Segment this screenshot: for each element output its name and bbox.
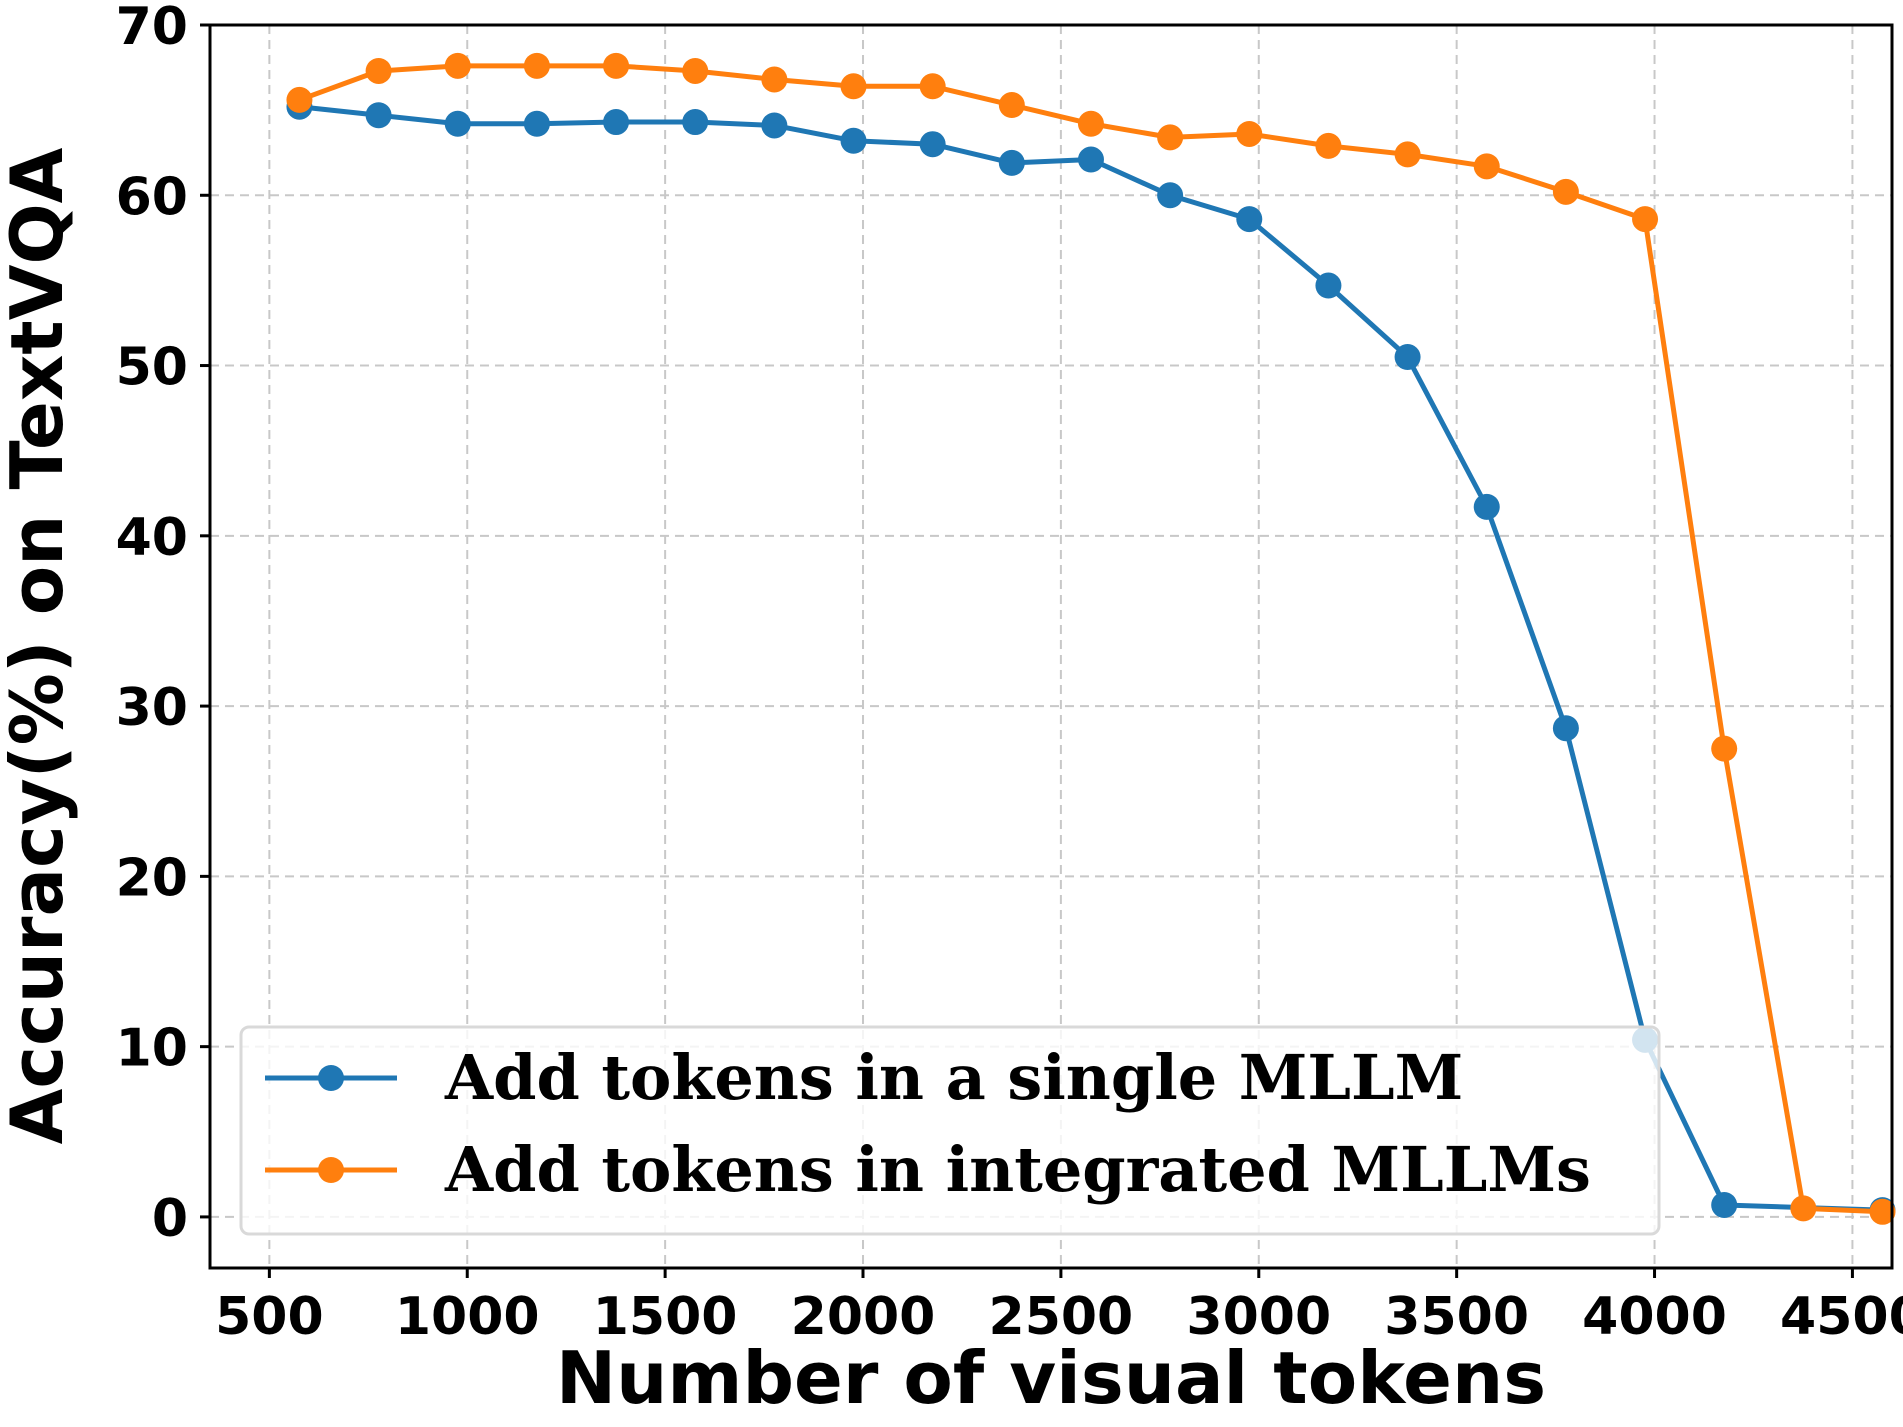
data-point bbox=[365, 102, 392, 129]
data-point bbox=[998, 92, 1025, 119]
data-point bbox=[1473, 493, 1500, 520]
y-tick-label: 20 bbox=[116, 848, 188, 908]
x-tick-label: 3500 bbox=[1384, 1287, 1529, 1347]
data-point bbox=[1157, 124, 1184, 151]
data-point bbox=[1077, 146, 1104, 173]
legend: Add tokens in a single MLLM Add tokens i… bbox=[239, 1025, 1661, 1236]
y-tick-label: 30 bbox=[116, 678, 188, 738]
y-tick-label: 70 bbox=[116, 0, 188, 57]
data-point bbox=[1552, 715, 1579, 742]
data-point bbox=[1236, 206, 1263, 233]
x-tick-label: 500 bbox=[215, 1287, 324, 1347]
data-point bbox=[603, 109, 630, 136]
data-point bbox=[1552, 178, 1579, 205]
data-point bbox=[1157, 182, 1184, 209]
y-tick-label: 0 bbox=[152, 1189, 188, 1249]
x-axis-title: Number of visual tokens bbox=[556, 1336, 1546, 1420]
x-tick-label: 1000 bbox=[395, 1287, 540, 1347]
y-tick-label: 40 bbox=[116, 508, 188, 568]
data-point bbox=[1315, 272, 1342, 299]
legend-label-single: Add tokens in a single MLLM bbox=[444, 1041, 1463, 1114]
data-point bbox=[1632, 206, 1659, 233]
y-axis-title: Accuracy(%) on TextVQA bbox=[0, 147, 79, 1144]
data-point bbox=[1711, 735, 1738, 762]
x-tick-label: 3000 bbox=[1186, 1287, 1331, 1347]
legend-box bbox=[239, 1025, 1661, 1236]
series-1 bbox=[286, 52, 1896, 1225]
y-tick-label: 60 bbox=[116, 167, 188, 227]
legend-marker-integrated bbox=[318, 1157, 344, 1183]
data-point bbox=[444, 52, 471, 79]
data-point bbox=[919, 131, 946, 158]
data-point bbox=[1315, 132, 1342, 159]
data-point bbox=[682, 109, 709, 136]
series-line bbox=[299, 104, 1883, 1213]
data-point bbox=[682, 57, 709, 84]
data-point bbox=[1394, 141, 1421, 168]
data-point bbox=[840, 127, 867, 154]
series-layer bbox=[286, 52, 1896, 1225]
data-point bbox=[365, 57, 392, 84]
data-point bbox=[840, 73, 867, 100]
x-tick-label: 1500 bbox=[593, 1287, 738, 1347]
data-point bbox=[1790, 1195, 1817, 1222]
data-point bbox=[1711, 1191, 1738, 1218]
legend-label-integrated: Add tokens in integrated MLLMs bbox=[444, 1133, 1591, 1206]
legend-marker-single bbox=[318, 1065, 344, 1091]
data-point bbox=[444, 110, 471, 137]
x-tick-label: 2000 bbox=[791, 1287, 936, 1347]
y-tick-label: 10 bbox=[116, 1019, 188, 1079]
data-point bbox=[1394, 344, 1421, 371]
plot-frame bbox=[208, 23, 1894, 1270]
data-point bbox=[1236, 120, 1263, 147]
data-point bbox=[998, 149, 1025, 176]
x-tick-label: 4000 bbox=[1582, 1287, 1727, 1347]
data-point bbox=[1077, 110, 1104, 137]
y-tick-label: 50 bbox=[116, 338, 188, 398]
data-point bbox=[761, 66, 788, 93]
x-tick-label: 2500 bbox=[989, 1287, 1134, 1347]
data-point bbox=[286, 86, 313, 113]
data-point bbox=[603, 52, 630, 79]
data-point bbox=[1473, 153, 1500, 180]
data-point bbox=[523, 52, 550, 79]
data-point bbox=[761, 112, 788, 139]
data-point bbox=[523, 110, 550, 137]
data-point bbox=[1869, 1198, 1896, 1225]
data-point bbox=[919, 73, 946, 100]
